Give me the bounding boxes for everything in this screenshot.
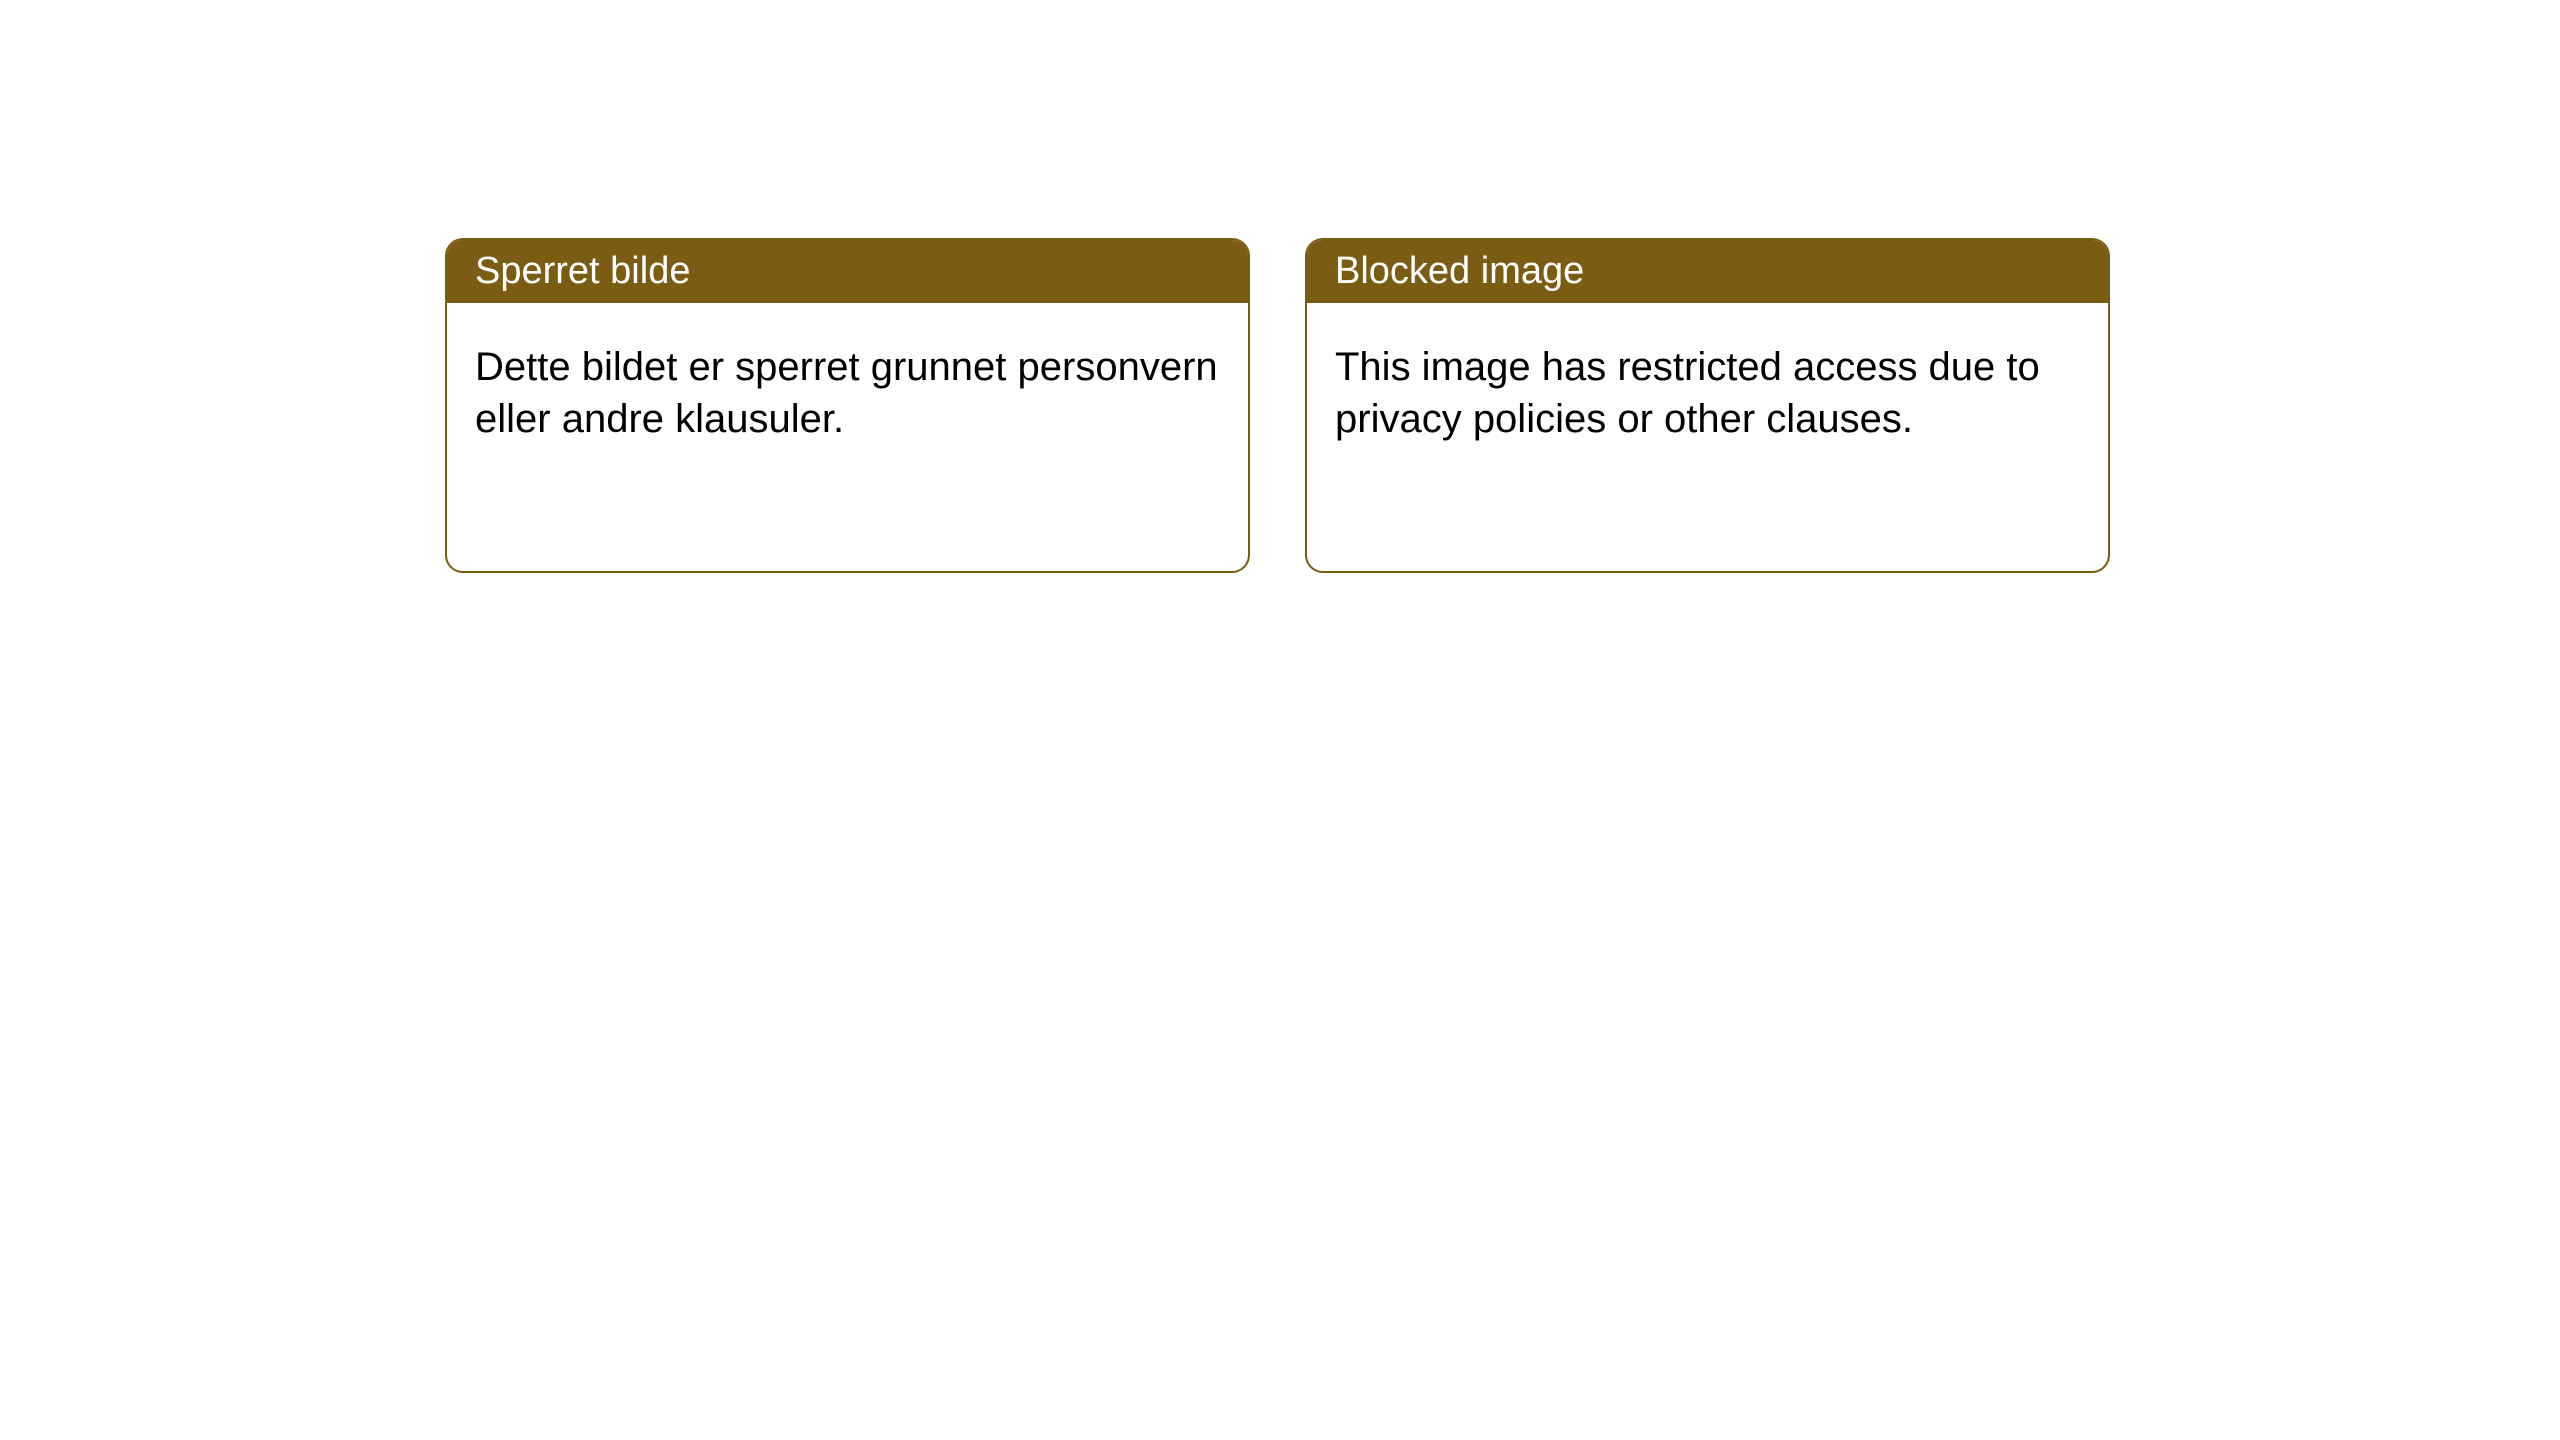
notice-title: Blocked image	[1307, 240, 2108, 303]
notice-body: Dette bildet er sperret grunnet personve…	[447, 303, 1248, 483]
notice-body: This image has restricted access due to …	[1307, 303, 2108, 483]
notice-card-english: Blocked image This image has restricted …	[1305, 238, 2110, 573]
notice-container: Sperret bilde Dette bildet er sperret gr…	[0, 0, 2560, 573]
notice-title: Sperret bilde	[447, 240, 1248, 303]
notice-card-norwegian: Sperret bilde Dette bildet er sperret gr…	[445, 238, 1250, 573]
